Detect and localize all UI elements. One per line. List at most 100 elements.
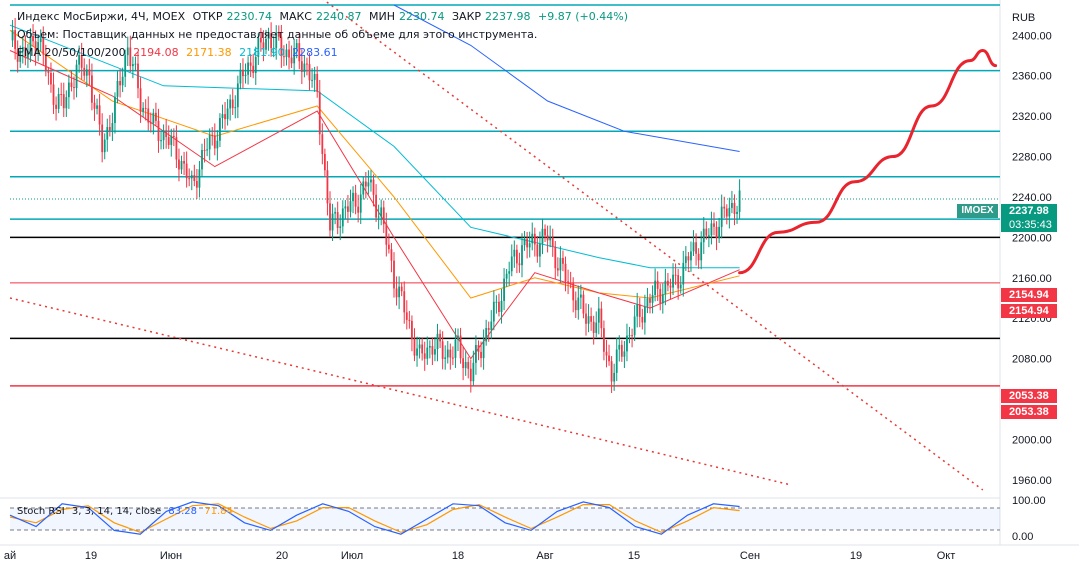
candle-body xyxy=(521,245,523,266)
candle-body xyxy=(288,49,290,58)
last-price-tag: 2237.98 xyxy=(1001,204,1057,218)
candle-body xyxy=(83,67,86,76)
candle-body xyxy=(495,301,498,303)
candle-body xyxy=(162,130,165,141)
ema-label: EMA 20/50/100/200 xyxy=(17,46,126,59)
candle-body xyxy=(649,298,651,303)
ema200-line xyxy=(393,4,740,152)
candle-body xyxy=(285,49,288,58)
candle-body xyxy=(347,206,349,212)
low-label: МИН xyxy=(369,10,395,23)
candle-body xyxy=(405,312,408,320)
time-tick-label: Июн xyxy=(160,550,182,562)
candle-body xyxy=(259,37,262,43)
candle-body xyxy=(526,238,529,248)
candle-body xyxy=(643,306,646,323)
candle-body xyxy=(280,36,283,57)
candle-body xyxy=(508,271,511,274)
candle-body xyxy=(47,71,50,73)
candle-body xyxy=(167,137,170,145)
candle-body xyxy=(413,339,416,356)
candle-body xyxy=(221,114,224,119)
candle-body xyxy=(103,139,106,153)
candle-body xyxy=(272,47,275,49)
stoch-rsi-band xyxy=(10,508,1000,530)
candle-body xyxy=(267,33,270,39)
candle-body xyxy=(375,194,377,218)
price-tick-label: 2320.00 xyxy=(1012,111,1052,123)
forecast-drawing xyxy=(738,48,998,275)
candle-body xyxy=(334,212,337,214)
candle-body xyxy=(600,308,603,329)
candle-body xyxy=(715,226,718,239)
price-tick-label: 2080.00 xyxy=(1012,354,1052,366)
close-value: 2237.98 xyxy=(485,10,531,23)
candle-body xyxy=(354,192,357,207)
candle-body xyxy=(651,294,654,303)
time-tick-label: Авг xyxy=(536,550,553,562)
candle-body xyxy=(306,63,308,65)
candle-body xyxy=(318,91,321,135)
change-value: +9.87 (+0.44%) xyxy=(538,10,628,23)
candle-body xyxy=(439,333,441,342)
candle-body xyxy=(416,348,418,356)
candle-body xyxy=(180,161,183,170)
candle-body xyxy=(331,213,334,231)
candle-body xyxy=(541,228,544,244)
trendline-1 xyxy=(9,297,791,486)
candle-body xyxy=(620,344,623,357)
stoch-rsi-tick-label: 100.00 xyxy=(1012,495,1046,507)
price-tick-label: 2000.00 xyxy=(1012,434,1052,446)
candle-body xyxy=(352,192,354,202)
candle-body xyxy=(446,349,449,358)
candle-body xyxy=(372,179,375,195)
candle-body xyxy=(705,228,708,236)
candle-body xyxy=(70,82,73,88)
candle-body xyxy=(247,62,249,75)
candle-body xyxy=(633,316,636,336)
candle-body xyxy=(313,73,316,80)
stoch-rsi-label: Stoch RSI xyxy=(17,506,65,517)
candle-body xyxy=(567,281,569,283)
candle-body xyxy=(172,135,175,138)
candle-body xyxy=(421,344,424,354)
candle-body xyxy=(60,94,63,96)
candle-body xyxy=(142,107,145,112)
candle-body xyxy=(441,341,444,359)
candle-body xyxy=(178,159,180,170)
candle-body xyxy=(195,181,198,188)
candle-body xyxy=(523,238,526,246)
stoch-rsi-k: 83.28 xyxy=(168,506,198,517)
stoch-rsi-legend[interactable]: Stoch RSI 3, 3, 14, 14, close 83.28 71.8… xyxy=(17,506,237,517)
candle-body xyxy=(198,169,201,188)
candle-body xyxy=(559,257,562,271)
candle-body xyxy=(725,208,728,217)
candle-body xyxy=(390,249,393,261)
candle-body xyxy=(595,322,598,333)
candle-body xyxy=(428,346,431,348)
candle-body xyxy=(216,140,219,149)
candle-body xyxy=(44,54,47,72)
candle-body xyxy=(605,351,608,356)
level-tag-2154-b: 2154.94 xyxy=(1001,304,1057,318)
candle-body xyxy=(75,64,78,89)
candle-body xyxy=(444,357,447,359)
candle-body xyxy=(50,72,52,85)
candle-body xyxy=(316,73,319,92)
candle-body xyxy=(165,130,168,138)
candle-body xyxy=(211,135,214,137)
candle-body xyxy=(244,74,247,77)
candle-body xyxy=(597,308,600,323)
candle-body xyxy=(265,38,267,50)
price-tick-label: 2360.00 xyxy=(1012,71,1052,83)
candle-body xyxy=(531,233,534,244)
time-tick-label: 19 xyxy=(85,550,97,562)
stoch-rsi-d: 71.84 xyxy=(204,506,233,517)
ema-legend[interactable]: EMA 20/50/100/200 2194.08 2171.38 2181.9… xyxy=(17,46,342,59)
candle-body xyxy=(290,57,293,64)
candle-body xyxy=(321,134,324,154)
level-tag-2053-b: 2053.38 xyxy=(1001,405,1057,419)
candle-body xyxy=(124,55,127,77)
candle-body xyxy=(242,69,244,77)
